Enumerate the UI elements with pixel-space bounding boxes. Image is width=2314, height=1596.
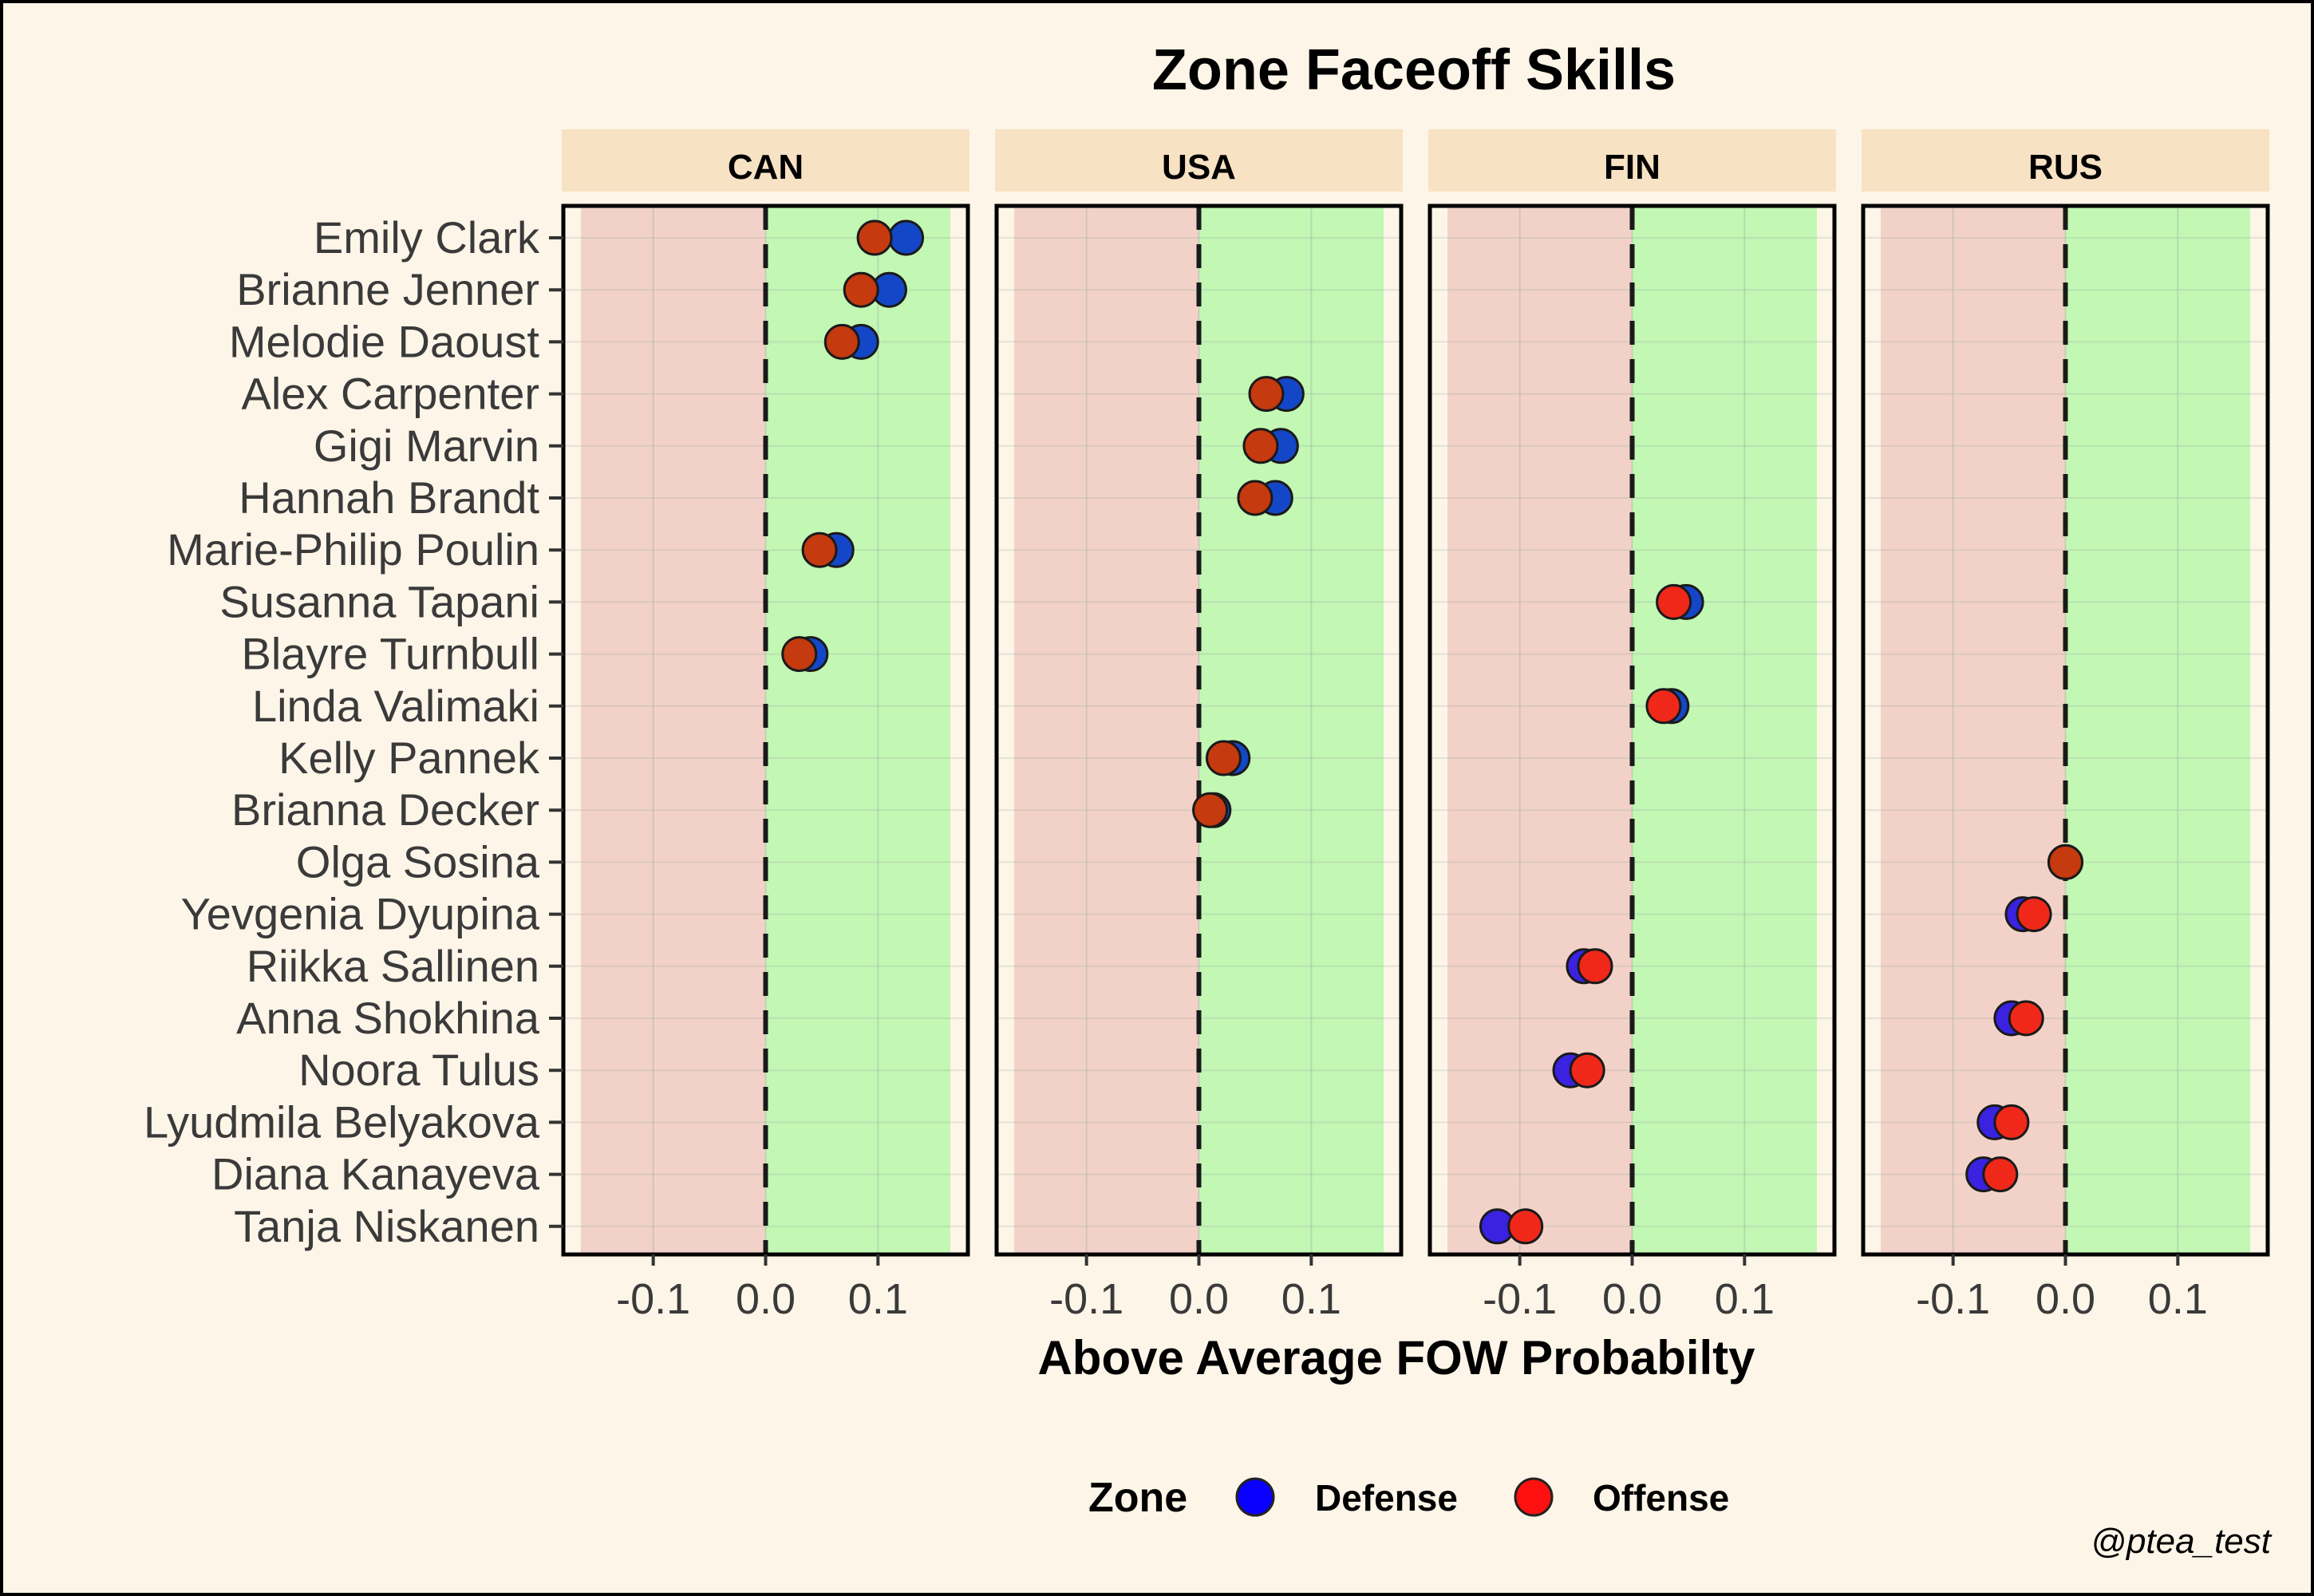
x-tick-label: -0.1 [1483, 1275, 1557, 1323]
point-offense [1205, 740, 1242, 776]
x-tick-label: 0.0 [1602, 1275, 1662, 1323]
point-offense [1237, 480, 1273, 516]
strip-label-can: CAN [728, 148, 804, 187]
strip-label-rus: RUS [2028, 148, 2103, 187]
legend-title: Zone [1088, 1475, 1187, 1521]
player-label: Brianna Decker [231, 784, 539, 835]
player-label: Alex Carpenter [241, 369, 539, 419]
strip-label-fin: FIN [1604, 148, 1660, 187]
legend-key-defense [1235, 1477, 1275, 1517]
positive-region [765, 206, 950, 1254]
panel-rus: RUS -0.1 0.0 0.1 [1861, 129, 2270, 1323]
x-tick-label: 0.0 [2036, 1275, 2095, 1323]
player-label: Marie-Philip Poulin [167, 524, 539, 575]
player-label: Yevgenia Dyupina [181, 889, 540, 939]
point-offense [801, 531, 838, 568]
point-offense [856, 219, 893, 256]
point-offense [1507, 1208, 1544, 1245]
negative-region [1447, 206, 1633, 1254]
player-label: Kelly Pannek [278, 733, 540, 783]
x-tick-label: 0.0 [1169, 1275, 1229, 1323]
player-label: Susanna Tapani [219, 576, 539, 626]
point-offense [1993, 1104, 2030, 1140]
legend: Zone Defense Offense [1088, 1475, 1729, 1521]
strip-rus [1862, 129, 2269, 192]
strip-fin [1428, 129, 1836, 192]
x-tick-label: 0.0 [736, 1275, 796, 1323]
x-tick-label: -0.1 [616, 1275, 690, 1323]
positive-region [2065, 206, 2250, 1254]
x-tick-label: 0.1 [1281, 1275, 1341, 1323]
point-defense [888, 219, 925, 256]
strip-can [562, 129, 969, 192]
legend-key-offense [1514, 1477, 1554, 1517]
x-tick-label: -0.1 [1049, 1275, 1123, 1323]
panel-can: CAN -0.1 0.0 0.1 [561, 129, 970, 1323]
player-label: Diana Kanayeva [211, 1149, 540, 1199]
point-offense [1242, 428, 1279, 464]
point-offense [781, 636, 818, 673]
player-label: Lyudmila Belyakova [144, 1096, 540, 1147]
player-label: Linda Valimaki [252, 681, 539, 731]
positive-region [1198, 206, 1384, 1254]
panel-usa: USA -0.1 0.0 0.1 [994, 129, 1404, 1323]
negative-region [1014, 206, 1199, 1254]
negative-region [581, 206, 766, 1254]
point-offense [2008, 1000, 2044, 1037]
panel-fin: FIN -0.1 0.0 0.1 [1427, 129, 1837, 1323]
player-label: Tanja Niskanen [234, 1201, 539, 1251]
point-offense [1982, 1156, 2019, 1193]
player-label: Hannah Brandt [239, 472, 539, 523]
player-label: Brianne Jenner [236, 264, 539, 314]
point-offense [2016, 896, 2052, 933]
point-offense [1645, 688, 1682, 725]
legend-label-defense: Defense [1315, 1477, 1458, 1519]
player-label: Blayre Turnbull [241, 629, 539, 679]
x-tick-label: -0.1 [1916, 1275, 1990, 1323]
strip-label-usa: USA [1162, 148, 1236, 187]
legend-label-offense: Offense [1593, 1477, 1729, 1519]
credit: @ptea_test [2091, 1522, 2272, 1561]
point-offense [823, 323, 860, 360]
x-tick-label: 0.1 [2148, 1275, 2208, 1323]
player-label: Melodie Daoust [229, 316, 540, 366]
point-offense [1248, 376, 1285, 413]
x-tick-label: 0.1 [1715, 1275, 1775, 1323]
chart-title: Zone Faceoff Skills [1152, 38, 1676, 102]
negative-region [1881, 206, 2066, 1254]
player-label: Olga Sosina [296, 836, 540, 887]
x-axis-title: Above Average FOW Probabilty [1037, 1331, 1755, 1385]
point-offense [1569, 1052, 1605, 1088]
point-offense [843, 271, 879, 308]
point-offense [1577, 948, 1613, 985]
player-label: Noora Tulus [298, 1045, 539, 1095]
strip-usa [995, 129, 1403, 192]
player-label: Emily Clark [314, 212, 540, 263]
point-offense [1192, 792, 1229, 828]
x-tick-label: 0.1 [848, 1275, 908, 1323]
point-offense [1656, 583, 1692, 620]
point-offense [2047, 843, 2083, 880]
positive-region [1632, 206, 1817, 1254]
player-label: Riikka Sallinen [247, 941, 539, 991]
player-label: Anna Shokhina [236, 993, 540, 1043]
player-label: Gigi Marvin [314, 421, 539, 471]
